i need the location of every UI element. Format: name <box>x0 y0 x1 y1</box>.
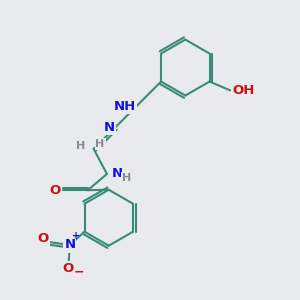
Text: O: O <box>38 232 49 245</box>
Text: N: N <box>104 121 115 134</box>
Text: O: O <box>63 262 74 275</box>
Text: N: N <box>64 238 75 251</box>
Text: −: − <box>74 266 84 279</box>
Text: OH: OH <box>232 84 255 97</box>
Text: +: + <box>72 231 80 241</box>
Text: N: N <box>111 167 122 181</box>
Text: H: H <box>122 172 131 182</box>
Text: NH: NH <box>114 100 136 113</box>
Text: O: O <box>49 184 60 197</box>
Text: H: H <box>76 141 86 151</box>
Text: H: H <box>95 139 105 149</box>
